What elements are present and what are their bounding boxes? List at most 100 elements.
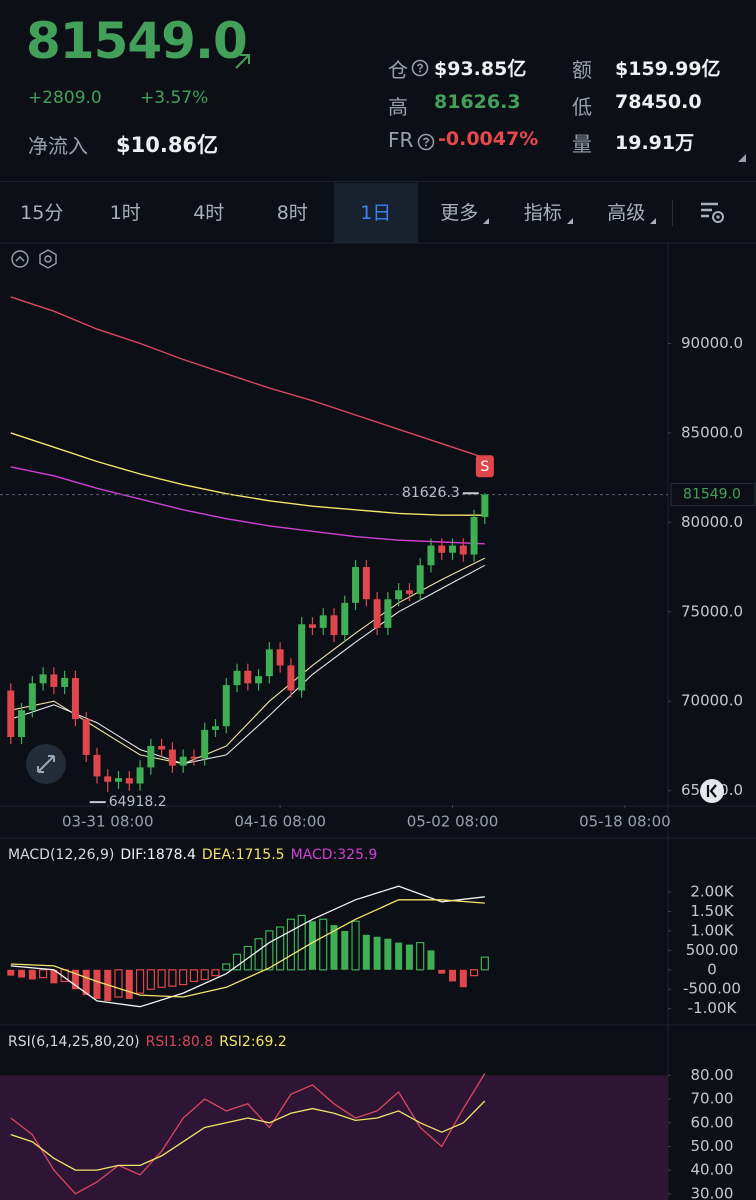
candle-body (179, 756, 187, 766)
macd-bar (179, 969, 188, 986)
candle-body (276, 649, 284, 666)
interval-tab[interactable]: 4时 (193, 202, 225, 224)
candle-body (233, 670, 241, 686)
candle-body (255, 676, 263, 684)
signal-label: S (480, 459, 489, 475)
y-tick-label: 0 (707, 960, 717, 978)
x-tick-label: 04-16 08:00 (234, 813, 326, 831)
candle-body (61, 677, 69, 687)
candle-body (298, 624, 306, 691)
indicator-line (10, 564, 486, 765)
macd-bar (38, 969, 48, 979)
interval-tabs: 15分 1时 4时 8时 1日 更多 指标 高级 (0, 183, 668, 243)
info-icon[interactable] (416, 132, 436, 152)
macd-bar (286, 918, 296, 971)
indicator-line (10, 432, 485, 516)
macd-bar (362, 934, 370, 970)
chart-settings-button[interactable] (39, 249, 57, 269)
expand-corner[interactable] (736, 152, 748, 164)
macd-bar (351, 920, 360, 971)
indicator-line (10, 1073, 486, 1195)
price-change: +2809.0 (28, 88, 102, 108)
macd-bar (200, 969, 209, 981)
candle-body (438, 545, 446, 553)
candle-body (459, 545, 467, 555)
y-tick-label: 80000.0 (681, 513, 743, 531)
macd-bar (341, 930, 349, 970)
candle-body (470, 516, 478, 555)
indicator-label: RSI(6,14,25,80,20) (8, 1034, 140, 1050)
stat-value: $93.85亿 (434, 58, 527, 80)
candle-body (28, 683, 36, 711)
interval-tab[interactable]: 15分 (20, 202, 64, 224)
interval-tab[interactable]: 1时 (109, 202, 141, 224)
price-change-pct: +3.57% (140, 88, 209, 108)
macd-bar (125, 969, 133, 999)
candle-body (416, 565, 424, 594)
macd-bar (319, 918, 328, 971)
candle-body (201, 729, 209, 759)
candle-body (147, 745, 155, 768)
macd-bar (416, 941, 425, 971)
y-tick-label: 1.00K (690, 921, 734, 939)
scroll-latest-button[interactable] (699, 778, 725, 804)
stat-value: 19.91万 (615, 132, 695, 154)
net-inflow-label: 净流入 (28, 134, 88, 158)
macd-bar (469, 969, 479, 977)
macd-bar (297, 914, 306, 971)
y-tick-label: 30.00 (691, 1184, 734, 1200)
candle-body (341, 602, 349, 636)
y-tick-label: 1.50K (690, 902, 734, 920)
candle-body (18, 710, 26, 738)
stat-label: 额 (572, 58, 592, 82)
y-tick-label: 75000.0 (681, 602, 743, 620)
macd-bar (449, 969, 457, 982)
trend-arrow (235, 54, 250, 69)
candle-body (222, 685, 230, 727)
macd-bar (168, 969, 177, 987)
macd-bar (276, 926, 285, 971)
stat-label: 仓 (388, 58, 408, 82)
candle-body (287, 665, 295, 691)
info-icon[interactable] (410, 58, 430, 78)
settings-icon[interactable] (698, 200, 728, 226)
last-price: 81549.0 (26, 12, 248, 70)
x-tick-label: 03-31 08:00 (62, 813, 154, 831)
candle-body (373, 599, 381, 628)
interval-tab[interactable]: 1日 (334, 183, 418, 243)
y-tick-label: 2.00K (690, 883, 734, 901)
collapse-button[interactable] (11, 250, 29, 268)
indicator-line (10, 557, 486, 765)
macd-bar (114, 969, 123, 998)
divider (0, 181, 756, 182)
macd-bar (50, 969, 58, 984)
candle-body (136, 767, 144, 784)
fullscreen-button[interactable] (24, 742, 68, 786)
candle-body (7, 690, 15, 738)
candle-body (82, 719, 90, 755)
interval-tab[interactable]: 高级 (585, 183, 669, 243)
candle-body (384, 599, 392, 628)
candle-body (481, 494, 489, 517)
net-inflow: $10.86亿 (116, 133, 219, 157)
macd-bar (18, 969, 26, 978)
y-tick-label: 85000.0 (681, 423, 743, 441)
stat-label: 高 (388, 95, 408, 119)
interval-tab[interactable]: 8时 (276, 202, 308, 224)
macd-bar (459, 969, 467, 988)
macd-bar (232, 953, 242, 971)
signal-badge (475, 455, 494, 478)
macd-bar (395, 942, 403, 970)
stat-label: FR (388, 128, 414, 152)
interval-tab[interactable]: 指标 (501, 183, 585, 243)
indicator-label: DEA:1715.5 (202, 847, 285, 863)
macd-bar (438, 969, 446, 974)
macd-bar (405, 944, 413, 970)
y-tick-label: 80.00 (691, 1066, 734, 1084)
macd-bar (93, 969, 101, 999)
interval-tab[interactable]: 更多 (418, 183, 502, 243)
macd-bar (7, 969, 15, 976)
macd-bar (71, 969, 79, 990)
candle-body (71, 677, 79, 720)
